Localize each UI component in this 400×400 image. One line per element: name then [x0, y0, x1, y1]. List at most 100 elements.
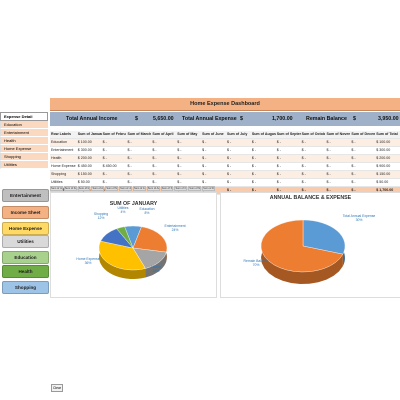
- slicer-item-utilities[interactable]: Utilities: [0, 161, 48, 169]
- month-tab[interactable]: Sum of Nov: [188, 186, 202, 191]
- table-cell: $ -: [152, 180, 157, 184]
- table-cell: $ -: [127, 164, 132, 168]
- table-cell: $ -: [326, 164, 331, 168]
- table-cell: $ -: [326, 180, 331, 184]
- table-cell: Sum of June: [202, 132, 224, 136]
- nav-button-entertainment[interactable]: Entertainment: [2, 189, 49, 202]
- table-cell: $ -: [301, 156, 306, 160]
- annual-pie-chart-panel: ANNUAL BALANCE & EXPENSE Total Annual Ex…: [220, 192, 400, 298]
- table-cell: $ -: [351, 164, 356, 168]
- month-tab[interactable]: Sum of Jul: [132, 186, 146, 191]
- table-cell: $ -: [276, 148, 281, 152]
- table-cell: $ -: [351, 172, 356, 176]
- income-value: 5,650.00: [153, 116, 174, 122]
- slicer-item-home-expense[interactable]: Home Expense: [0, 145, 48, 153]
- slicer-header: Expense Detail: [0, 112, 48, 121]
- nav-button-shopping[interactable]: Shopping: [2, 281, 49, 294]
- table-cell: $ -: [351, 140, 356, 144]
- balance-value: 3,950.00: [378, 116, 399, 122]
- table-row: Shopping $ 150.00 $ - $ - $ - $ - $ - $ - $ - $ -…: [50, 171, 400, 179]
- annual-chart-title: ANNUAL BALANCE & EXPENSE: [269, 195, 352, 201]
- pie-slice-remain-balance: [260, 219, 344, 273]
- nav-button-utilities[interactable]: Utilities: [2, 235, 49, 248]
- month-tab[interactable]: Sum of Apr: [91, 186, 105, 191]
- month-tab[interactable]: Sum of Sep: [160, 186, 174, 191]
- table-cell: Sum of July: [226, 132, 248, 136]
- pie-slice-utilities: [116, 226, 134, 249]
- table-cell: Entertainment: [51, 148, 74, 152]
- table-header-row: Row Labels Sum of JanuarySum of February S…: [50, 131, 400, 139]
- table-cell: $ -: [127, 172, 132, 176]
- expense-currency: $: [240, 116, 243, 122]
- pie2-label-expense: Total Annual Expense 30%: [342, 214, 376, 222]
- table-cell: $ -: [177, 148, 182, 152]
- table-cell: $ -: [226, 156, 232, 160]
- table-cell: $ -: [102, 148, 107, 152]
- table-cell: $ -: [351, 188, 356, 192]
- table-cell: Sum of February: [102, 132, 127, 136]
- table-cell: $ -: [326, 172, 331, 176]
- table-cell: $ -: [276, 172, 281, 176]
- clear-button[interactable]: Clear: [51, 384, 63, 392]
- month-tab[interactable]: Sum of Aug: [146, 186, 160, 191]
- table-cell: $ -: [202, 156, 207, 160]
- table-cell: Sum of January: [77, 132, 102, 136]
- slicer-item-shopping[interactable]: Shopping: [0, 153, 48, 161]
- table-cell: $ -: [226, 140, 232, 144]
- expense-label: Total Annual Expense: [182, 116, 237, 122]
- pie-slice-home-expense: [98, 240, 146, 271]
- balance-label: Remain Balance: [306, 116, 347, 122]
- table-cell: Row Labels: [51, 132, 71, 136]
- nav-button-home-expense[interactable]: Home Expense: [2, 222, 49, 235]
- table-cell: $ 900.00: [376, 164, 391, 168]
- table-cell: Sum of December: [351, 132, 376, 136]
- table-cell: Sum of April: [152, 132, 174, 136]
- table-cell: $ -: [102, 156, 107, 160]
- income-currency: $: [135, 116, 138, 122]
- table-cell: $ 50.00: [376, 180, 389, 184]
- table-row: Health $ 200.00 $ - $ - $ - $ - $ - $ - $ - $ - $ …: [50, 155, 400, 163]
- table-row: Utilities $ 50.00 $ - $ - $ - $ - $ - $ - $ - $ -…: [50, 179, 400, 187]
- month-tab[interactable]: Sum of Mar: [77, 186, 91, 191]
- table-cell: $ -: [226, 188, 232, 192]
- slicer-item-education[interactable]: Education: [0, 121, 48, 129]
- table-cell: Sum of Total: [376, 132, 398, 136]
- table-cell: Sum of October: [301, 132, 326, 136]
- table-cell: $ -: [301, 188, 306, 192]
- table-cell: $ -: [276, 188, 281, 192]
- month-tab[interactable]: Sum of Feb: [63, 186, 77, 191]
- expense-filter-slicer: Expense Detail Education Entertainment H…: [0, 112, 48, 169]
- table-cell: $ 150.00: [376, 172, 391, 176]
- pie-slice-entertainment: [132, 226, 168, 253]
- nav-button-income-sheet[interactable]: Income Sheet: [2, 206, 49, 219]
- slicer-item-entertainment[interactable]: Entertainment: [0, 129, 48, 137]
- slicer-item-health[interactable]: Health: [0, 137, 48, 145]
- table-cell: $ -: [251, 188, 257, 192]
- pie-slice-side-health: [145, 252, 167, 278]
- table-cell: $ 300.00: [77, 148, 92, 152]
- table-cell: $ 1,700.00: [376, 188, 394, 192]
- month-tab[interactable]: Sum of Jan: [50, 186, 63, 191]
- month-tab[interactable]: Sum of Dec: [202, 186, 215, 191]
- pie1-label-education: Education 8%: [139, 207, 155, 215]
- nav-button-health[interactable]: Health: [2, 265, 49, 278]
- table-cell: $ 200.00: [77, 156, 92, 160]
- table-cell: $ -: [177, 180, 182, 184]
- table-cell: $ 200.00: [376, 156, 391, 160]
- table-cell: $ -: [251, 148, 257, 152]
- month-tab[interactable]: Sum of Jun: [119, 186, 132, 191]
- table-cell: $ -: [251, 156, 257, 160]
- month-tab[interactable]: Sum of May: [105, 186, 119, 191]
- table-cell: $ -: [127, 156, 132, 160]
- table-cell: $ -: [326, 188, 331, 192]
- pie2-label-balance: Remain Balance 70%: [243, 259, 269, 267]
- table-cell: $ -: [276, 180, 281, 184]
- table-row: Home Expense $ 450.00 $ 450.00 $ - $ - $ - $ -…: [50, 163, 400, 171]
- month-tab[interactable]: Sum of Oct: [174, 186, 188, 191]
- nav-button-education[interactable]: Education: [2, 251, 49, 264]
- table-cell: $ -: [152, 156, 157, 160]
- table-cell: $ 150.00: [77, 172, 92, 176]
- table-cell: $ -: [301, 140, 306, 144]
- table-cell: $ 100.00: [77, 140, 92, 144]
